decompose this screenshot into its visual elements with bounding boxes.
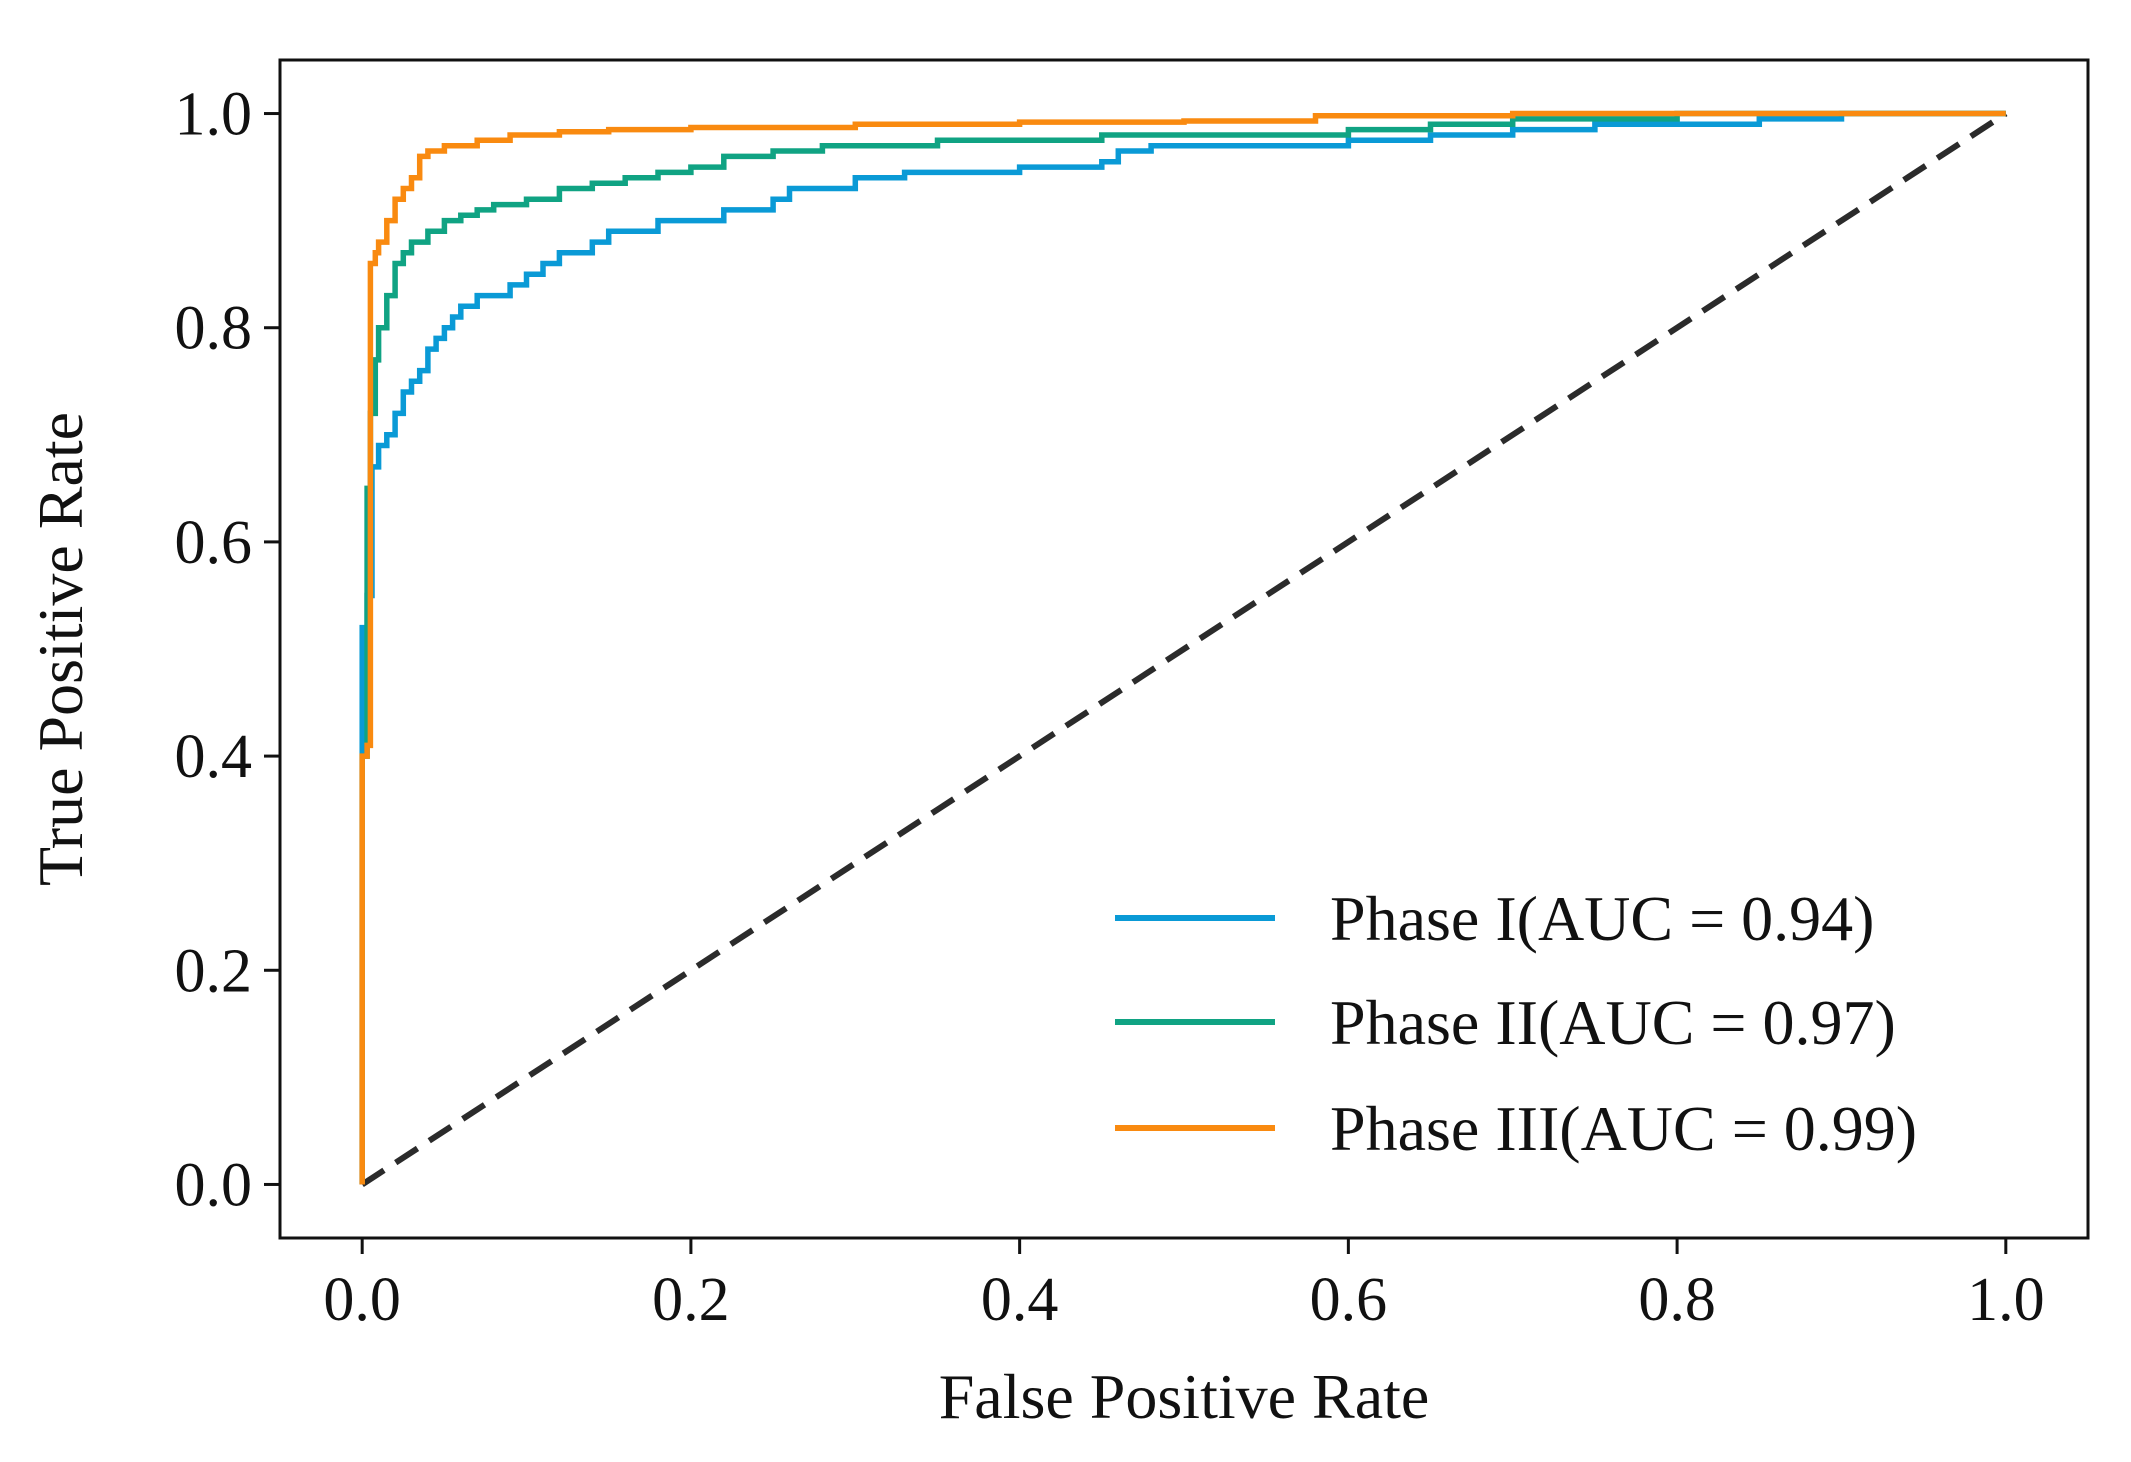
x-tick-label: 0.8: [1638, 1266, 1716, 1334]
series-line-phase-1: [359, 110, 2006, 1185]
chance-reference-line: [360, 111, 2008, 1187]
x-tick-label: 0.0: [323, 1266, 401, 1334]
y-tick-label: 0.4: [175, 723, 253, 791]
series-line-phase-3: [359, 110, 2006, 1185]
x-tick-label: 0.4: [981, 1266, 1059, 1334]
y-tick-label: 0.0: [175, 1151, 253, 1219]
y-tick-label: 0.6: [175, 509, 253, 577]
y-tick-label: 0.8: [175, 295, 253, 363]
y-tick-label: 0.2: [175, 937, 253, 1005]
y-axis-label: True Positive Rate: [25, 412, 96, 886]
legend-label: Phase III(AUC = 0.99): [1330, 1093, 1917, 1164]
legend-label: Phase II(AUC = 0.97): [1330, 987, 1896, 1058]
x-axis-label: False Positive Rate: [939, 1361, 1430, 1432]
x-tick-label: 0.2: [652, 1266, 730, 1334]
y-tick-label: 1.0: [175, 81, 253, 149]
x-tick-label: 1.0: [1967, 1266, 2045, 1334]
plot-frame: [278, 58, 2090, 1240]
y-axis: 0.0 0.2 0.4 0.6 0.8 1.0: [175, 81, 280, 1219]
reference-line-layer: [360, 111, 2008, 1187]
series-line-phase-2: [359, 110, 2006, 1185]
series-layer: [359, 110, 2006, 1185]
x-tick-label: 0.6: [1310, 1266, 1388, 1334]
legend: Phase I(AUC = 0.94) Phase II(AUC = 0.97) P…: [1115, 883, 1917, 1164]
legend-label: Phase I(AUC = 0.94): [1330, 883, 1874, 954]
x-axis: 0.0 0.2 0.4 0.6 0.8 1.0: [323, 1238, 2045, 1334]
